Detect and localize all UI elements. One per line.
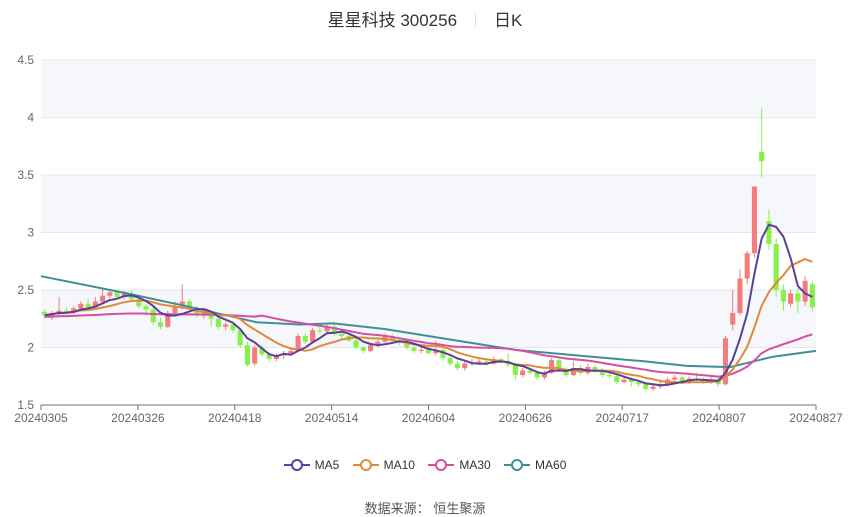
candle[interactable] [751, 186, 757, 258]
grid-band [41, 290, 816, 348]
candle[interactable] [737, 269, 743, 316]
candle[interactable] [766, 209, 772, 250]
candle[interactable] [317, 326, 323, 334]
ma10-line [44, 258, 813, 384]
source-label: 数据来源： [364, 501, 430, 516]
candle[interactable] [143, 303, 149, 313]
candle[interactable] [215, 316, 221, 330]
legend-marker-icon [283, 459, 310, 471]
x-tick-label: 20240326 [111, 411, 165, 425]
candle[interactable] [418, 347, 424, 354]
candle[interactable] [802, 276, 808, 307]
candle[interactable] [331, 324, 337, 337]
candle[interactable] [607, 372, 613, 379]
x-tick-label: 20240418 [208, 411, 262, 425]
x-tick-label: 20240514 [305, 411, 359, 425]
candle[interactable] [244, 341, 250, 368]
y-tick-label: 4.5 [17, 53, 34, 67]
x-tick-label: 20240827 [789, 411, 843, 425]
legend-marker-icon [352, 459, 379, 471]
y-tick-label: 3.5 [17, 168, 34, 182]
candle[interactable] [310, 327, 316, 343]
stock-name: 星星科技 300256 [327, 11, 458, 30]
legend-item-ma30[interactable]: MA30 [428, 458, 491, 472]
data-source: 数据来源： 恒生聚源 [0, 498, 850, 517]
candle[interactable] [454, 361, 461, 371]
candle[interactable] [795, 287, 801, 313]
candle[interactable] [411, 345, 417, 354]
candle[interactable] [360, 345, 366, 354]
candle[interactable] [447, 355, 453, 366]
chart-legend: MA5 MA10 MA30 MA60 [0, 458, 850, 475]
candle[interactable] [100, 287, 106, 304]
candle[interactable] [730, 290, 736, 331]
y-tick-label: 1.5 [17, 398, 34, 412]
candle[interactable] [650, 384, 656, 392]
candle[interactable] [788, 290, 794, 308]
candle[interactable] [780, 284, 786, 311]
period-label[interactable]: 日K [494, 11, 523, 30]
candle[interactable] [541, 370, 547, 380]
y-tick-label: 4 [27, 111, 34, 125]
candle[interactable] [505, 353, 511, 368]
grid-band [41, 60, 816, 118]
candle[interactable] [186, 299, 193, 312]
y-tick-label: 3 [27, 226, 34, 240]
candle[interactable] [759, 108, 765, 178]
candle[interactable] [440, 347, 446, 361]
ma30-line [44, 312, 813, 378]
candle[interactable] [599, 368, 605, 378]
candle[interactable] [621, 377, 627, 384]
candle[interactable] [107, 290, 113, 299]
x-tick-label: 20240807 [692, 411, 746, 425]
legend-marker-icon [504, 459, 531, 471]
x-tick-label: 20240626 [499, 411, 553, 425]
candle[interactable] [165, 310, 171, 328]
candle[interactable] [157, 317, 164, 330]
source-value: 恒生聚源 [433, 501, 486, 516]
y-tick-label: 2.5 [17, 283, 34, 297]
x-tick-label: 20240305 [14, 411, 68, 425]
candle[interactable] [150, 307, 156, 325]
legend-marker-icon [428, 459, 455, 471]
title-separator [475, 13, 477, 27]
legend-item-ma60[interactable]: MA60 [504, 458, 566, 472]
candle[interactable] [273, 353, 279, 362]
ma5-line [44, 223, 813, 387]
x-tick-label: 20240604 [402, 411, 456, 425]
grid-band [41, 175, 816, 233]
chart-title: 星星科技 300256 日K [0, 6, 850, 31]
candle[interactable] [252, 345, 258, 366]
candlestick-chart[interactable]: 1.5 2 2.5 3 3.5 4 4.5 20240305 20240326 20240418 2… [0, 0, 850, 440]
y-tick-label: 2 [27, 341, 34, 355]
candle[interactable] [744, 250, 750, 285]
candle[interactable] [520, 368, 526, 378]
candle[interactable] [462, 361, 468, 371]
candle[interactable] [614, 373, 620, 385]
candle[interactable] [237, 327, 243, 348]
candle[interactable] [563, 367, 569, 378]
candle[interactable] [136, 296, 142, 309]
legend-item-ma10[interactable]: MA10 [352, 458, 415, 472]
candle[interactable] [302, 333, 308, 345]
candle[interactable] [63, 307, 69, 316]
candle[interactable] [773, 238, 779, 297]
candle[interactable] [672, 375, 678, 382]
legend-item-ma5[interactable]: MA5 [283, 458, 339, 472]
candle[interactable] [223, 322, 229, 331]
x-tick-label: 20240717 [596, 411, 650, 425]
candle[interactable] [389, 333, 395, 343]
candle[interactable] [353, 338, 359, 350]
